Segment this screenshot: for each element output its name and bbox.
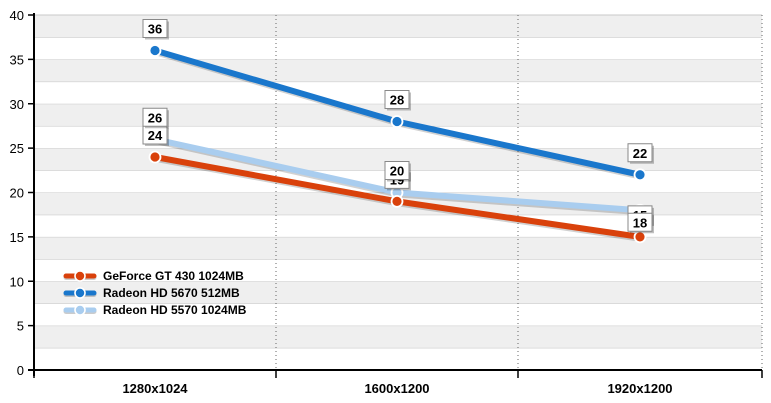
legend-item: GeForce GT 430 1024MB: [63, 269, 244, 283]
legend-item: Radeon HD 5670 512MB: [63, 286, 240, 300]
data-label-box: [384, 161, 410, 180]
x-tick-label: 1920x1200: [607, 381, 672, 396]
data-label-box: [142, 19, 168, 38]
plot-band: [34, 347, 762, 370]
y-tick-label: 40: [10, 8, 24, 23]
y-tick-label: 5: [17, 319, 24, 334]
y-tick-label: 30: [10, 97, 24, 112]
data-labels: 241915262018362822: [142, 19, 654, 234]
data-label-box: [142, 107, 168, 127]
data-point: [148, 44, 162, 57]
y-tick-label: 15: [10, 230, 24, 245]
data-label-box: [627, 212, 653, 232]
plot-band: [34, 214, 762, 237]
plot-band: [34, 125, 762, 149]
data-label: 20: [384, 161, 411, 182]
legend-label: Radeon HD 5670 512MB: [103, 286, 240, 300]
data-label-text: 18: [633, 215, 647, 230]
legend-label: GeForce GT 430 1024MB: [103, 269, 244, 283]
data-label: 28: [384, 90, 411, 111]
plot-band: [34, 59, 762, 82]
data-label-text: 24: [148, 128, 163, 143]
plot-band: [34, 103, 762, 126]
x-tick-label: 1600x1200: [364, 381, 429, 396]
y-axis-ticks: 0 5 10 15 20 25 30 35 40: [10, 8, 34, 378]
plot-band: [34, 236, 762, 260]
plot-band: [34, 15, 762, 38]
data-label-box: [384, 90, 410, 109]
data-point: [148, 150, 162, 164]
plot-band: [34, 281, 762, 304]
plot-band: [34, 303, 762, 326]
y-tick-label: 0: [17, 363, 24, 378]
data-label-text: 20: [390, 164, 404, 179]
data-label: 18: [627, 212, 654, 234]
legend-item: Radeon HD 5570 1024MB: [63, 303, 247, 317]
x-tick-label: 1280x1024: [122, 381, 188, 396]
data-point: [633, 168, 647, 182]
plot-band: [34, 37, 762, 60]
y-tick-label: 35: [10, 52, 24, 67]
legend-label: Radeon HD 5570 1024MB: [103, 303, 247, 317]
data-point: [390, 115, 404, 128]
y-tick-label: 25: [10, 141, 24, 156]
data-label: 36: [142, 19, 169, 40]
legend-swatch-marker: [74, 287, 86, 299]
legend: GeForce GT 430 1024MB Radeon HD 5670 512M…: [63, 269, 247, 317]
data-label: 26: [142, 107, 169, 129]
data-label-box: [627, 143, 653, 163]
data-label-text: 36: [148, 22, 162, 37]
data-label: 24: [142, 125, 169, 146]
axes: [28, 13, 762, 376]
data-label-text: 26: [148, 110, 162, 125]
legend-swatch-marker: [74, 304, 86, 316]
y-tick-label: 20: [10, 186, 24, 201]
x-axis-ticks: 1280x1024 1600x1200 1920x1200: [33, 370, 763, 396]
data-label-text: 28: [390, 93, 404, 108]
y-tick-label: 10: [10, 274, 24, 289]
plot-band: [34, 259, 762, 282]
data-point: [390, 194, 404, 208]
data-label: 22: [627, 143, 654, 164]
plot-band: [34, 325, 762, 348]
data-label-text: 22: [633, 146, 647, 161]
legend-swatch-marker: [74, 270, 86, 282]
